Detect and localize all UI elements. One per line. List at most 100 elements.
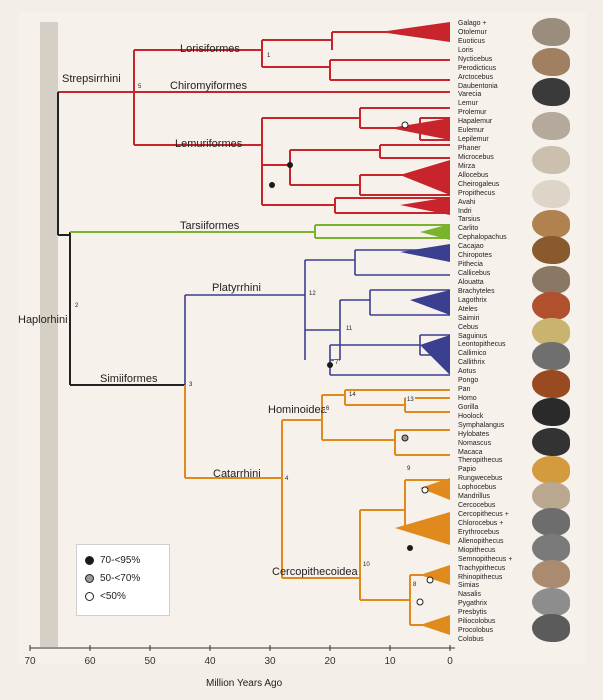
taxon-label: Varecia: [458, 91, 482, 99]
taxon-label: Pan: [458, 386, 471, 393]
tarsiiformes-label: Tarsiiformes: [180, 220, 240, 232]
taxon-label: Simias: [458, 582, 480, 590]
taxon-label: Allocebus: [458, 171, 489, 179]
taxon-label: Eulemur: [458, 127, 485, 135]
lorisiformes-clade-wedge: [380, 22, 450, 42]
legend-item: 70-<95%: [85, 551, 169, 569]
callitrichid-wedge: [420, 335, 450, 375]
taxon-label: Miopithecus: [458, 546, 496, 554]
legend-label: <50%: [100, 590, 126, 602]
node-number: 11: [345, 326, 354, 332]
axis-tick-label: 60: [84, 656, 96, 667]
shaded-band: [40, 22, 58, 647]
node-number: 4: [284, 476, 290, 482]
taxon-label: Leontopithecus: [458, 341, 506, 349]
taxon-label: Lophocebus: [458, 484, 497, 492]
node-number: 8: [412, 582, 418, 588]
legend-dot-white: [85, 591, 94, 601]
taxon-label: Piliocolobus: [458, 618, 496, 626]
taxon-label: Ateles: [458, 305, 478, 313]
legend-label: 50-<70%: [100, 572, 141, 584]
taxon-label: Saimiri: [458, 314, 480, 322]
taxon-label: Indri: [458, 207, 472, 215]
taxon-label: Cheirogaleus: [458, 180, 500, 188]
taxon-label: Papio: [458, 466, 476, 474]
taxon-label: Mandrillus: [458, 493, 490, 501]
node-number: 10: [362, 562, 371, 568]
taxon-label: Pithecia: [458, 261, 483, 268]
atelid-wedge: [410, 290, 450, 315]
haplorhini-label: Haplorhini: [18, 314, 68, 326]
taxon-label: Homo: [458, 395, 477, 402]
taxon-label: Theropithecus: [458, 457, 503, 465]
support-node: [426, 576, 434, 584]
legend-item: 50-<70%: [85, 569, 169, 587]
gorilla-illustration: [532, 428, 570, 456]
taxon-label: Rhinopithecus: [458, 573, 503, 581]
pan-illustration: [532, 398, 570, 426]
cacajao-illustration: [532, 236, 570, 264]
strepsirrhini-branches: [58, 31, 450, 214]
taxon-label: Aotus: [458, 368, 476, 376]
daubentonia-illustration: [532, 78, 570, 106]
taxon-label: Otolemur: [458, 28, 487, 36]
taxon-label: Lepilemur: [458, 136, 489, 144]
taxon-label: Callithrix: [458, 359, 485, 367]
tarsiiformes-branches: [70, 224, 450, 239]
node-number: 1: [266, 53, 272, 59]
microcebus-illustration: [532, 146, 570, 174]
taxon-label: Cephalopachus: [458, 234, 507, 242]
axis-tick-label: 30: [264, 656, 276, 667]
taxon-label: Nomascus: [458, 439, 492, 447]
node-number: 9: [406, 466, 412, 472]
time-axis: [29, 645, 455, 651]
taxon-label: Erythrocebus: [458, 528, 500, 536]
axis-tick-label: 10: [384, 656, 396, 667]
chiromyiformes-label: Chiromyiformes: [170, 80, 248, 92]
presbytin-wedge: [420, 565, 450, 585]
taxon-label: Pongo: [458, 377, 479, 385]
tarsius-illustration: [532, 210, 570, 238]
taxon-label: Cercocebus: [458, 502, 496, 510]
taxon-label: Rungwecebus: [458, 475, 503, 483]
colobin-wedge: [420, 615, 450, 635]
taxon-label: Mirza: [458, 162, 476, 170]
taxon-label: Perodicticus: [458, 64, 497, 72]
lemur-illustration: [532, 112, 570, 140]
node-number: 14: [348, 392, 357, 398]
taxon-label: Presbytis: [458, 609, 487, 617]
support-node: [401, 434, 409, 442]
taxon-label: Arctocebus: [458, 73, 494, 81]
taxon-label: Procolobus: [458, 627, 494, 635]
taxon-label: Tarsius: [458, 216, 481, 224]
taxon-label: Microcebus: [458, 153, 494, 161]
taxon-label: Lagothrix: [458, 296, 487, 304]
semnopithecus-illustration: [532, 560, 570, 588]
axis-tick-label: 40: [204, 656, 216, 667]
taxon-label: Saguinus: [458, 332, 488, 340]
lorisiformes-label: Lorisiformes: [180, 43, 240, 55]
pitheciid-wedge: [400, 244, 450, 262]
taxon-label: Callicebus: [458, 270, 491, 277]
support-legend: 70-<95% 50-<70% <50%: [76, 544, 170, 616]
taxon-label: Cacajao: [458, 243, 484, 251]
node-number: 5: [137, 84, 143, 90]
cercopithecus-illustration: [532, 534, 570, 562]
taxon-label: Symphalangus: [458, 421, 505, 429]
taxon-label: Allenopithecus: [458, 537, 504, 545]
support-node: [401, 121, 409, 129]
taxon-label: Colobus: [458, 636, 484, 643]
platyrrhini-label: Platyrrhini: [212, 282, 261, 294]
taxon-label: Hapalemur: [458, 118, 493, 126]
haplorhini-stem: [57, 92, 185, 386]
indriid-clade-wedge: [400, 197, 450, 215]
axis-tick-label: 0: [447, 656, 453, 667]
loris-illustration: [532, 48, 570, 76]
taxon-label: Euoticus: [458, 37, 485, 45]
taxon-label: Loris: [458, 46, 474, 54]
taxon-label: Propithecus: [458, 189, 495, 197]
catarrhini-branches: [184, 385, 450, 626]
legend-dot-black: [85, 555, 94, 565]
taxon-label: Cebus: [458, 323, 479, 331]
